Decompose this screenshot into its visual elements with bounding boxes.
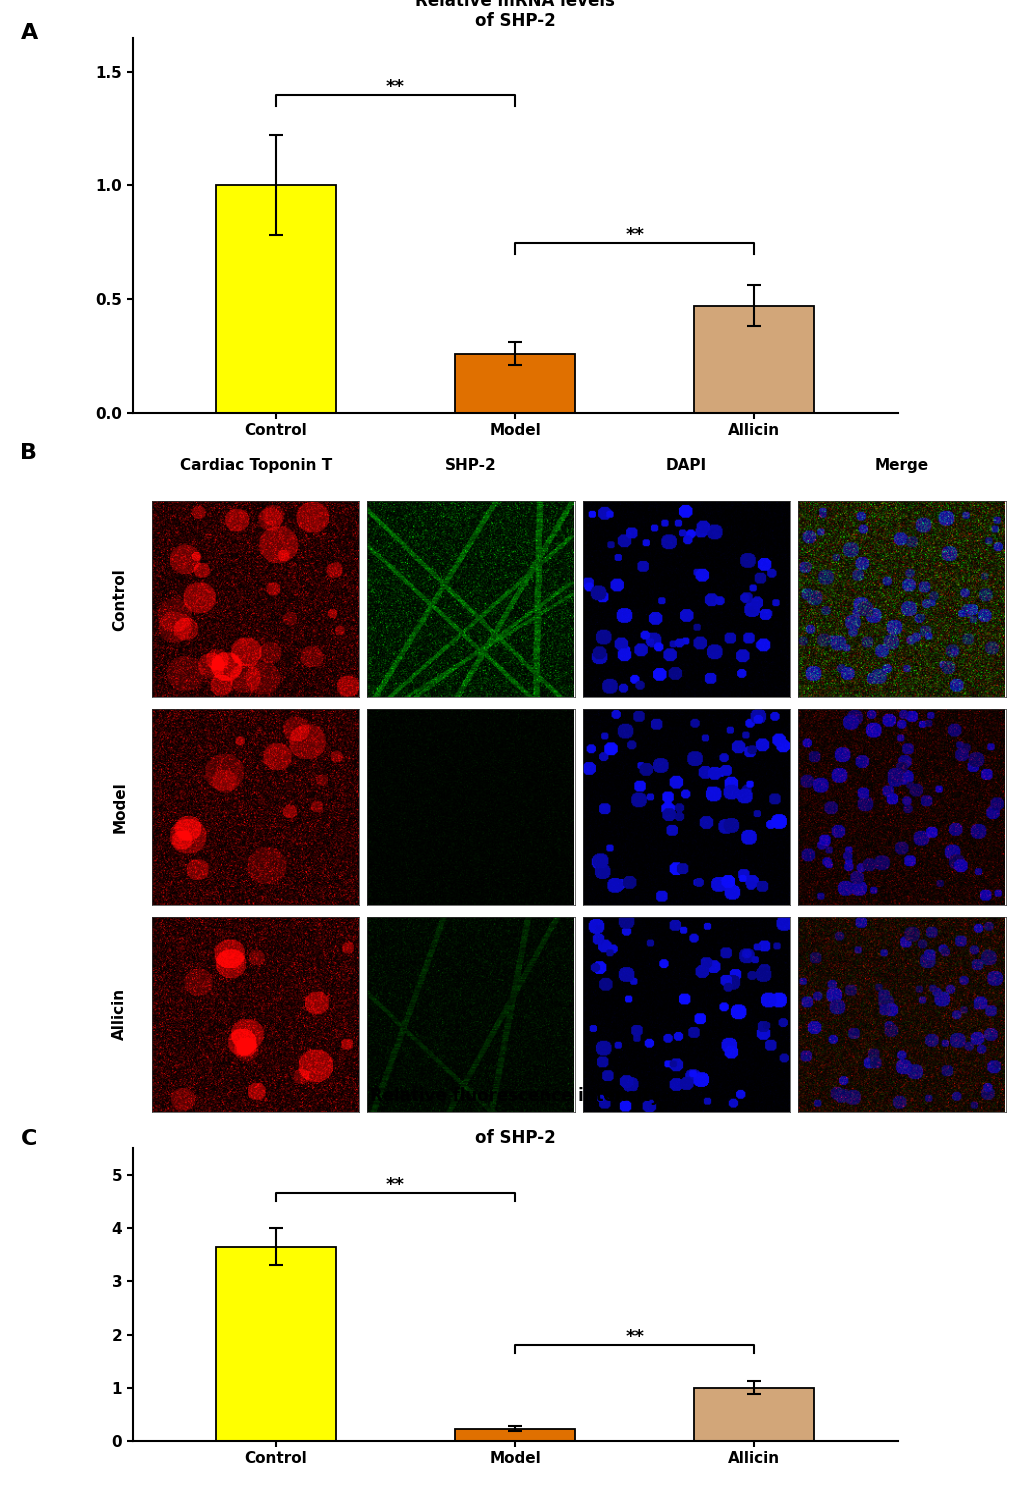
Bar (694, 1388, 813, 1441)
Text: **: ** (625, 227, 644, 245)
Text: B: B (20, 443, 38, 462)
Bar (454, 354, 575, 413)
Text: **: ** (625, 1328, 644, 1346)
Text: Cardiac Toponin T: Cardiac Toponin T (179, 458, 331, 473)
Bar (216, 185, 335, 413)
Bar (216, 1247, 335, 1441)
Bar (454, 1429, 575, 1441)
Text: DAPI: DAPI (665, 458, 706, 473)
Title: Relative mRNA levels
of SHP-2: Relative mRNA levels of SHP-2 (415, 0, 614, 30)
Title: Relative fluorescence intensity

of SHP-2: Relative fluorescence intensity of SHP-2 (369, 1087, 660, 1147)
Text: Allicin: Allicin (112, 988, 127, 1040)
Text: Control: Control (112, 567, 127, 630)
Text: SHP-2: SHP-2 (445, 458, 496, 473)
Text: **: ** (385, 1177, 405, 1195)
Text: Merge: Merge (874, 458, 928, 473)
Text: **: ** (385, 78, 405, 96)
Text: C: C (20, 1129, 37, 1148)
Text: Model: Model (112, 781, 127, 833)
Text: A: A (20, 23, 38, 42)
Bar (694, 306, 813, 413)
